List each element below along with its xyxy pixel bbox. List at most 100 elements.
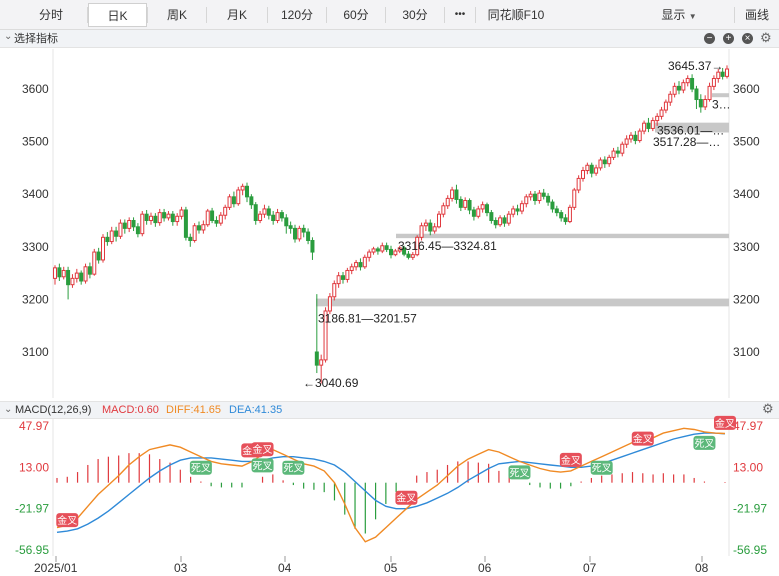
diff-line (56, 427, 726, 543)
candle-up (707, 85, 712, 101)
tab-day-k[interactable]: 日K (88, 3, 147, 27)
kline-axes: 3100 3100 3200 3200 3300 3300 3400 3400 3500 3500… (22, 82, 760, 359)
date-axis: 2025/01 03 04 05 06 07 08 (34, 556, 709, 575)
macd-histogram (56, 453, 726, 534)
macd-tick-label-left: 13.00 (19, 460, 49, 474)
display-menu-button[interactable]: 显示 ▼ (654, 3, 704, 27)
candle-up (179, 209, 184, 217)
candle-up (297, 227, 302, 240)
candle-up (537, 192, 542, 202)
diff-value: DIFF:41.65 (166, 404, 222, 416)
candle-down (646, 122, 651, 129)
x-tick-label: 08 (695, 561, 709, 575)
tab-divider (326, 7, 327, 23)
candle-up (354, 262, 359, 268)
minus-icon[interactable]: − (704, 33, 715, 44)
gap-band (396, 233, 729, 239)
candle-up (480, 204, 485, 210)
indicator-select-button[interactable]: 选择指标 (14, 33, 58, 45)
macd-tick-label-right: -56.95 (733, 543, 767, 557)
dead-cross-badge (508, 465, 531, 480)
candles (53, 65, 729, 384)
candle-up (323, 310, 328, 361)
candle-up (227, 196, 232, 208)
candle-down (57, 267, 62, 278)
candle-up (716, 71, 721, 79)
candle-down (144, 213, 149, 222)
candle-up (598, 159, 603, 169)
more-periods-button[interactable]: ••• (454, 9, 466, 20)
candle-up (419, 225, 424, 238)
candle-up (511, 208, 516, 215)
tab-f10[interactable]: 同花顺F10 (487, 8, 545, 22)
candle-down (66, 269, 71, 286)
macd-tick-label-left: -56.95 (15, 543, 49, 557)
candle-up (498, 217, 503, 226)
golden-cross-badge (631, 431, 654, 446)
candle-down (515, 208, 520, 212)
tab-divider (444, 7, 445, 23)
candle-up (332, 283, 337, 298)
x-tick-label: 03 (174, 561, 188, 575)
candle-up (620, 143, 625, 154)
cross-badge-label: 金叉 (57, 514, 77, 527)
candle-up (218, 214, 223, 224)
macd-indicator-name[interactable]: MACD(12,26,9) (15, 404, 92, 416)
y-tick-label-right: 3400 (733, 187, 760, 201)
candle-up (83, 266, 88, 282)
chevron-down-icon[interactable]: ⌄ (4, 31, 13, 42)
dead-cross-badge (590, 460, 613, 475)
y-tick-label-left: 3200 (22, 292, 49, 306)
candle-up (53, 267, 57, 279)
y-tick-label-right: 3500 (733, 135, 760, 149)
candle-down (249, 196, 254, 206)
candle-up (367, 251, 372, 258)
candle-up (655, 115, 660, 122)
candle-up (463, 200, 468, 208)
candle-up (445, 197, 450, 207)
dead-cross-badge (189, 460, 212, 475)
candle-up (415, 236, 420, 256)
candle-up (393, 250, 398, 256)
gear-icon[interactable]: ⚙ (762, 401, 774, 416)
candle-down (402, 247, 407, 255)
tab-120min[interactable]: 120分 (280, 8, 314, 22)
candle-down (389, 248, 393, 256)
tab-60min[interactable]: 60分 (343, 8, 369, 22)
x-tick-label: 04 (278, 561, 292, 575)
candle-down (266, 208, 271, 216)
macd-grid (52, 419, 730, 556)
candle-up (567, 206, 572, 223)
tab-divider (87, 7, 88, 23)
gap-band-label: 3316.45—3324.81 (398, 239, 497, 253)
gear-icon[interactable]: ⚙ (760, 30, 772, 45)
macd-tick-label-left: 47.97 (19, 419, 49, 433)
cross-badge-label: 死叉 (694, 438, 714, 450)
draw-line-button[interactable]: 画线 (744, 8, 769, 22)
candle-up (629, 134, 633, 140)
tab-divider (206, 7, 207, 23)
candle-down (288, 225, 293, 229)
candle-up (437, 213, 441, 228)
candle-down (458, 198, 463, 208)
candle-down (341, 275, 345, 280)
tab-week-k[interactable]: 周K (166, 8, 187, 22)
candle-up (192, 225, 197, 241)
tab-30min[interactable]: 30分 (402, 8, 428, 22)
candle-down (493, 220, 498, 226)
candle-up (642, 122, 647, 132)
macd-tick-label-right: 47.97 (733, 419, 763, 433)
plus-icon[interactable]: + (723, 33, 734, 44)
candle-up (685, 77, 690, 84)
candle-down (279, 212, 284, 219)
candle-up (703, 99, 708, 108)
candle-down (698, 99, 703, 108)
tab-month-k[interactable]: 月K (226, 8, 247, 22)
chevron-down-icon[interactable]: ⌄ (4, 404, 13, 415)
candle-down (690, 77, 695, 90)
close-icon[interactable]: × (742, 33, 753, 44)
candle-down (467, 200, 472, 211)
golden-cross-badge (395, 490, 418, 505)
tab-time-share[interactable]: 分时 (38, 8, 63, 22)
